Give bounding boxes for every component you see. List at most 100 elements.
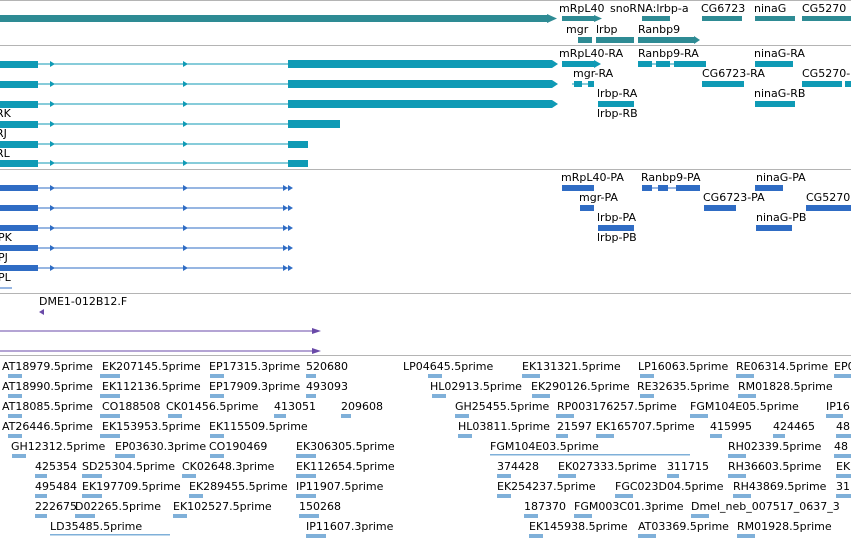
est-feature[interactable] — [738, 394, 756, 398]
protein[interactable] — [0, 265, 293, 271]
protein[interactable] — [0, 185, 293, 191]
est-feature[interactable] — [35, 474, 47, 478]
est-feature[interactable] — [168, 414, 182, 418]
gene-label[interactable]: snoRNA:lrbp-a — [610, 2, 689, 15]
est-label[interactable]: FGC023D04.5prime — [615, 480, 724, 493]
est-feature[interactable] — [432, 394, 446, 398]
protein[interactable] — [642, 185, 700, 191]
est-feature[interactable] — [497, 494, 511, 498]
protein-label[interactable]: PK — [0, 231, 13, 244]
est-feature[interactable] — [100, 414, 120, 418]
est-feature[interactable] — [182, 474, 196, 478]
est-label[interactable]: LD35485.5prime — [50, 520, 142, 533]
est-feature[interactable] — [173, 514, 187, 518]
est-label[interactable]: EK306305.5prime — [296, 440, 395, 453]
est-label[interactable]: FGM104E05.5prime — [690, 400, 799, 413]
est-label[interactable]: Dmel_neb_007517_0637_3 — [691, 500, 840, 513]
est-feature[interactable] — [574, 514, 592, 518]
est-feature[interactable] — [100, 434, 120, 438]
est-label[interactable]: RE06314.5prime — [736, 360, 828, 373]
transcript-label[interactable]: ninaG-RB — [754, 87, 805, 100]
est-feature[interactable] — [615, 494, 633, 498]
est-feature[interactable] — [306, 394, 316, 398]
clone-end[interactable] — [39, 309, 44, 315]
gene-feature[interactable] — [755, 16, 795, 21]
est-label[interactable]: HL03811.5prime — [458, 420, 550, 433]
protein[interactable] — [755, 185, 783, 191]
transcript[interactable] — [755, 61, 793, 67]
est-label[interactable]: EK115509.5prime — [209, 420, 308, 433]
est-label[interactable]: CK01456.5prime — [166, 400, 259, 413]
est-label[interactable]: RH02339.5prime — [728, 440, 822, 453]
est-label[interactable]: LP16063.5prime — [638, 360, 729, 373]
est-feature[interactable] — [296, 494, 316, 498]
gene-feature[interactable] — [596, 37, 634, 43]
est-label[interactable]: IP11607.3prime — [306, 520, 394, 533]
est-feature[interactable] — [115, 454, 135, 458]
gene-label[interactable]: mgr — [566, 23, 589, 36]
est-label[interactable]: AT26446.5prime — [2, 420, 93, 433]
protein[interactable] — [598, 225, 634, 231]
est-feature[interactable] — [556, 434, 568, 438]
est-feature[interactable] — [690, 414, 708, 418]
clone-feature[interactable] — [0, 348, 321, 354]
est-feature[interactable] — [640, 374, 654, 378]
est-feature[interactable] — [455, 414, 469, 418]
protein[interactable] — [0, 205, 293, 211]
est-feature[interactable] — [529, 534, 543, 538]
est-feature[interactable] — [274, 414, 286, 418]
gene-feature[interactable] — [642, 16, 670, 21]
gene-feature[interactable] — [638, 37, 694, 43]
transcript-label[interactable]: mgr-RA — [573, 67, 614, 80]
est-label[interactable]: RP003176257.5prime — [557, 400, 677, 413]
est-label[interactable]: 21597 — [557, 420, 592, 433]
transcript-label[interactable]: Ranbp9-RA — [638, 47, 699, 60]
est-feature[interactable] — [638, 534, 656, 538]
transcript-label[interactable]: RJ — [0, 127, 7, 140]
transcript[interactable] — [0, 80, 558, 88]
est-feature[interactable] — [728, 454, 746, 458]
est-feature[interactable] — [826, 414, 843, 418]
gene-feature[interactable] — [802, 16, 851, 21]
gene-label[interactable]: CG5270 — [802, 2, 846, 15]
est-feature[interactable] — [640, 394, 654, 398]
transcript[interactable] — [0, 160, 308, 167]
est-feature[interactable] — [306, 534, 326, 538]
est-feature[interactable] — [691, 514, 709, 518]
est-feature[interactable] — [836, 434, 851, 438]
gene-label[interactable]: lrbp — [596, 23, 618, 36]
protein[interactable] — [562, 185, 594, 191]
protein-label[interactable]: PL — [0, 271, 12, 284]
est-feature[interactable] — [773, 434, 785, 438]
est-label[interactable]: 48 — [834, 440, 848, 453]
est-label[interactable]: EP0 — [834, 360, 851, 373]
est-feature[interactable] — [532, 394, 550, 398]
est-label[interactable]: AT18990.5prime — [2, 380, 93, 393]
est-feature[interactable] — [82, 494, 102, 498]
gene-label[interactable]: CG6723 — [701, 2, 745, 15]
est-feature[interactable] — [306, 374, 316, 378]
est-label[interactable]: HL02913.5prime — [430, 380, 522, 393]
transcript-label[interactable]: ninaG-RA — [754, 47, 805, 60]
est-feature[interactable] — [733, 494, 751, 498]
est-feature[interactable] — [834, 454, 851, 458]
est-feature[interactable] — [556, 414, 574, 418]
protein[interactable] — [756, 225, 792, 231]
est-label[interactable]: EK145938.5prime — [529, 520, 628, 533]
est-label[interactable]: CK02648.3prime — [182, 460, 275, 473]
est-feature[interactable] — [728, 474, 746, 478]
est-label[interactable]: GH12312.5prime — [11, 440, 106, 453]
est-feature[interactable] — [8, 414, 22, 418]
gene-label[interactable]: Ranbp9 — [638, 23, 680, 36]
est-label[interactable]: EK290126.5prime — [531, 380, 630, 393]
est-label[interactable]: 150268 — [299, 500, 341, 513]
est-feature[interactable] — [490, 454, 690, 456]
transcript-label[interactable]: RK — [0, 107, 12, 120]
est-feature[interactable] — [210, 434, 224, 438]
est-label[interactable]: 187370 — [524, 500, 566, 513]
est-label[interactable]: 374428 — [497, 460, 539, 473]
gene-label[interactable]: mRpL40 — [559, 2, 604, 15]
est-label[interactable]: LP04645.5prime — [403, 360, 494, 373]
est-feature[interactable] — [8, 374, 22, 378]
est-label[interactable]: EK131321.5prime — [522, 360, 621, 373]
